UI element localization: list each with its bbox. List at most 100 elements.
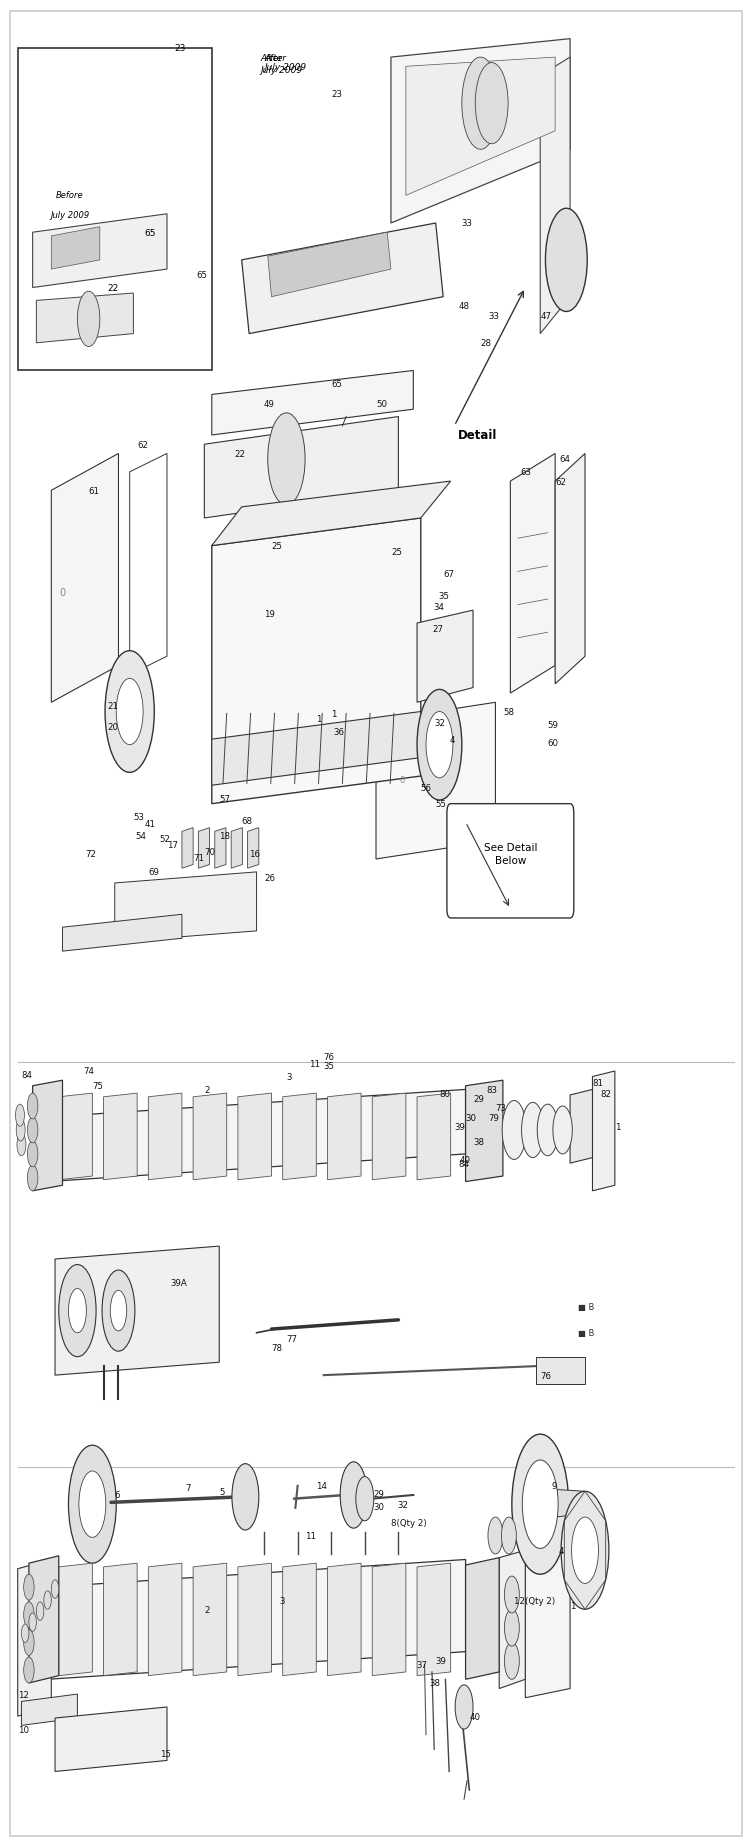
Text: 10: 10 — [18, 1724, 29, 1733]
Text: July 2009: July 2009 — [264, 63, 306, 72]
Text: 1: 1 — [615, 1122, 620, 1131]
Text: 83: 83 — [487, 1085, 498, 1094]
Text: 76: 76 — [540, 1371, 551, 1380]
Polygon shape — [115, 872, 256, 942]
Text: 28: 28 — [481, 340, 492, 347]
Text: 0: 0 — [399, 776, 405, 785]
Text: 69: 69 — [148, 869, 159, 878]
Polygon shape — [29, 1556, 59, 1684]
Polygon shape — [212, 482, 450, 547]
Polygon shape — [465, 1081, 503, 1183]
Circle shape — [23, 1658, 34, 1684]
Polygon shape — [47, 1560, 465, 1680]
Text: 58: 58 — [503, 708, 514, 717]
Text: 55: 55 — [435, 800, 447, 809]
Circle shape — [505, 1576, 520, 1613]
Text: 40: 40 — [459, 1155, 471, 1164]
Text: 3: 3 — [279, 1595, 284, 1604]
Polygon shape — [417, 612, 473, 702]
Text: 50: 50 — [376, 399, 387, 408]
Circle shape — [232, 1464, 259, 1530]
Text: 48: 48 — [458, 303, 469, 310]
Text: 65: 65 — [144, 229, 156, 238]
Polygon shape — [212, 519, 421, 804]
Polygon shape — [129, 455, 167, 675]
Polygon shape — [32, 214, 167, 288]
Circle shape — [268, 414, 305, 506]
Polygon shape — [36, 294, 133, 344]
Polygon shape — [238, 1563, 271, 1676]
Text: 62: 62 — [137, 440, 148, 449]
Text: 8(Qty 2): 8(Qty 2) — [391, 1519, 426, 1526]
Polygon shape — [55, 1708, 167, 1772]
Polygon shape — [526, 1541, 570, 1698]
Text: 74: 74 — [83, 1066, 95, 1076]
Polygon shape — [62, 915, 182, 952]
Polygon shape — [283, 1563, 317, 1676]
Text: 1: 1 — [570, 1600, 575, 1610]
Text: 12(Qty 2): 12(Qty 2) — [514, 1595, 555, 1604]
Text: 64: 64 — [559, 455, 570, 464]
Text: 9: 9 — [551, 1482, 556, 1491]
Text: 62: 62 — [555, 477, 566, 486]
Bar — [18, 48, 212, 371]
Text: July 2009: July 2009 — [260, 67, 302, 76]
Polygon shape — [148, 1094, 182, 1181]
Text: 39: 39 — [454, 1122, 465, 1131]
Polygon shape — [59, 1563, 92, 1676]
Polygon shape — [593, 1072, 615, 1192]
Polygon shape — [511, 455, 555, 693]
Circle shape — [29, 1613, 36, 1632]
Text: 33: 33 — [462, 220, 473, 229]
Text: 3: 3 — [287, 1072, 292, 1081]
Text: 20: 20 — [108, 723, 118, 732]
Text: 11: 11 — [309, 1059, 320, 1068]
Polygon shape — [241, 224, 443, 334]
Text: 57: 57 — [220, 795, 230, 804]
Polygon shape — [59, 1094, 92, 1181]
Text: 37: 37 — [417, 1660, 427, 1669]
Polygon shape — [193, 1094, 226, 1181]
Text: ■ B: ■ B — [578, 1329, 594, 1338]
Text: 23: 23 — [174, 44, 186, 54]
Polygon shape — [327, 1563, 361, 1676]
Text: 65: 65 — [331, 379, 342, 388]
Text: 2: 2 — [205, 1604, 210, 1613]
Circle shape — [561, 1491, 609, 1610]
Circle shape — [111, 1290, 126, 1331]
Text: 30: 30 — [374, 1502, 385, 1510]
Text: 60: 60 — [547, 739, 559, 748]
Text: 4: 4 — [559, 1547, 565, 1554]
Text: 73: 73 — [496, 1103, 506, 1112]
Circle shape — [59, 1264, 96, 1356]
Circle shape — [22, 1624, 29, 1643]
Polygon shape — [104, 1094, 137, 1181]
Polygon shape — [215, 828, 226, 869]
Text: 2: 2 — [205, 1085, 210, 1094]
Text: 26: 26 — [264, 874, 275, 883]
Circle shape — [27, 1142, 38, 1168]
Circle shape — [572, 1517, 599, 1584]
Polygon shape — [465, 1558, 499, 1680]
Text: 18: 18 — [220, 832, 230, 841]
Circle shape — [79, 1471, 106, 1538]
Circle shape — [23, 1630, 34, 1656]
Polygon shape — [212, 371, 414, 436]
Text: 4: 4 — [449, 736, 455, 745]
Polygon shape — [499, 1550, 526, 1689]
Text: 25: 25 — [391, 547, 402, 556]
Text: ■ B: ■ B — [578, 1303, 594, 1312]
Text: 79: 79 — [488, 1112, 499, 1122]
Text: 16: 16 — [249, 850, 260, 859]
Circle shape — [502, 1517, 517, 1554]
Polygon shape — [406, 57, 555, 196]
Polygon shape — [540, 57, 570, 334]
Text: 40: 40 — [469, 1711, 481, 1720]
Text: 81: 81 — [593, 1077, 603, 1087]
Text: 71: 71 — [193, 854, 204, 863]
Polygon shape — [372, 1563, 406, 1676]
Text: 63: 63 — [520, 468, 531, 477]
Text: 25: 25 — [271, 541, 283, 551]
Circle shape — [23, 1574, 34, 1600]
Text: 41: 41 — [144, 821, 156, 830]
